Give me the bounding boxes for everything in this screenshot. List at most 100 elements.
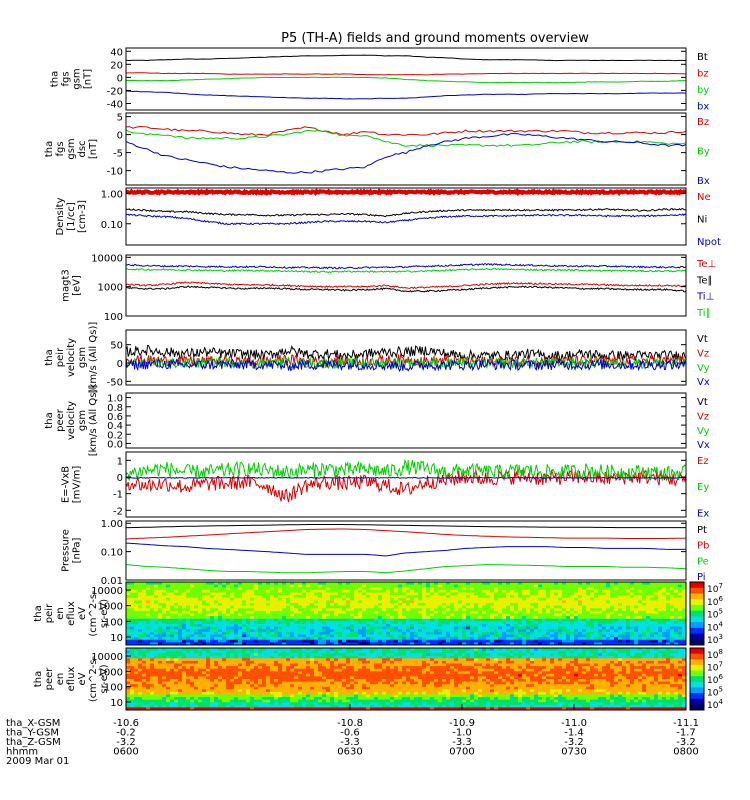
spectrogram-cell <box>326 613 331 617</box>
spectrogram-cell <box>398 631 403 636</box>
spectrogram-cell <box>162 605 167 609</box>
spectrogram-cell <box>486 671 491 675</box>
spectrogram-cell <box>486 587 491 591</box>
spectrogram-cell <box>202 639 207 643</box>
spectrogram-cell <box>306 631 311 636</box>
spectrogram-cell <box>574 621 579 625</box>
spectrogram-cell <box>154 648 159 652</box>
spectrogram-cell <box>242 639 247 643</box>
spectrogram-cell <box>138 621 143 625</box>
spectrogram-cell <box>182 624 187 628</box>
spectrogram-cell <box>206 584 211 588</box>
spectrogram-cell <box>630 605 635 609</box>
spectrogram-cell <box>558 589 563 594</box>
spectrogram-cell <box>634 618 639 622</box>
spectrogram-cell <box>370 600 375 604</box>
spectrogram-cell <box>442 655 447 659</box>
spectrogram-cell <box>446 597 451 601</box>
spectrogram-cell <box>438 663 443 667</box>
spectrogram-cell <box>282 605 287 609</box>
spectrogram-cell <box>146 655 151 659</box>
spectrogram-cell <box>330 663 335 667</box>
spectrogram-cell <box>186 595 191 599</box>
spectrogram-cell <box>150 629 155 633</box>
spectrogram-cell <box>578 642 583 645</box>
spectrogram-cell <box>202 626 207 630</box>
spectrogram-cell <box>446 634 451 638</box>
spectrogram-cell <box>622 642 627 645</box>
spectrogram-cell <box>482 631 487 636</box>
spectrogram-cell <box>386 584 391 588</box>
spectrogram-cell <box>634 621 639 625</box>
spectrogram-cell <box>170 637 175 641</box>
spectrogram-cell <box>666 653 671 657</box>
spectrogram-cell <box>278 648 283 652</box>
spectrogram-cell <box>226 629 231 633</box>
spectrogram-cell <box>434 624 439 628</box>
spectrogram-cell <box>150 608 155 612</box>
spectrogram-cell <box>438 582 443 586</box>
spectrogram-cell <box>478 663 483 667</box>
spectrogram-cell <box>438 639 443 643</box>
spectrogram-cell <box>186 597 191 601</box>
spectrogram-cell <box>602 648 607 652</box>
spectrogram-cell <box>234 648 239 652</box>
spectrogram-cell <box>334 624 339 628</box>
spectrogram-cell <box>394 668 399 672</box>
spectrogram-cell <box>570 584 575 588</box>
spectrogram-cell <box>626 595 631 599</box>
spectrogram-cell <box>202 653 207 657</box>
spectrogram-cell <box>590 587 595 591</box>
spectrogram-cell <box>126 660 131 665</box>
spectrogram-cell <box>170 639 175 643</box>
spectrogram-cell <box>430 605 435 609</box>
spectrogram-cell <box>318 663 323 667</box>
spectrogram-cell <box>358 587 363 591</box>
spectrogram-cell <box>614 584 619 588</box>
spectrogram-cell <box>154 637 159 641</box>
spectrogram-cell <box>354 650 359 654</box>
spectrogram-cell <box>314 587 319 591</box>
spectrogram-cell <box>142 605 147 609</box>
spectrogram-cell <box>474 618 479 622</box>
spectrogram-cell <box>522 584 527 588</box>
spectrogram-cell <box>194 595 199 599</box>
spectrogram-cell <box>386 653 391 657</box>
spectrogram-cell <box>266 584 271 588</box>
spectrogram-cell <box>518 605 523 609</box>
spectrogram-cell <box>246 597 251 601</box>
spectrogram-cell <box>278 616 283 620</box>
spectrogram-cell <box>146 631 151 636</box>
spectrogram-cell <box>226 605 231 609</box>
spectrogram-cell <box>142 613 147 617</box>
panel-frame <box>125 329 687 386</box>
spectrogram-cell <box>382 658 387 662</box>
spectrogram-cell <box>466 639 471 643</box>
spectrogram-cell <box>230 626 235 630</box>
y-tick-label: 0 <box>117 73 123 84</box>
spectrogram-cell <box>318 595 323 599</box>
spectrogram-cell <box>150 592 155 596</box>
spectrogram-cell <box>606 605 611 609</box>
spectrogram-cell <box>186 653 191 657</box>
spectrogram-cell <box>426 639 431 643</box>
spectrogram-cell <box>670 626 675 630</box>
spectrogram-cell <box>342 582 347 586</box>
spectrogram-cell <box>162 634 167 638</box>
spectrogram-cell <box>642 582 647 586</box>
spectrogram-cell <box>326 605 331 609</box>
spectrogram-cell <box>642 631 647 636</box>
spectrogram-cell <box>450 608 455 612</box>
spectrogram-cell <box>146 663 151 667</box>
spectrogram-cell <box>426 605 431 609</box>
spectrogram-cell <box>290 658 295 662</box>
spectrogram-cell <box>306 600 311 604</box>
spectrogram-cell <box>362 631 367 636</box>
spectrogram-cell <box>554 658 559 662</box>
spectrogram-cell <box>622 621 627 625</box>
spectrogram-cell <box>602 642 607 645</box>
spectrogram-cell <box>370 621 375 625</box>
spectrogram-cell <box>526 639 531 643</box>
spectrogram-cell <box>562 616 567 620</box>
spectrogram-cell <box>662 605 667 609</box>
